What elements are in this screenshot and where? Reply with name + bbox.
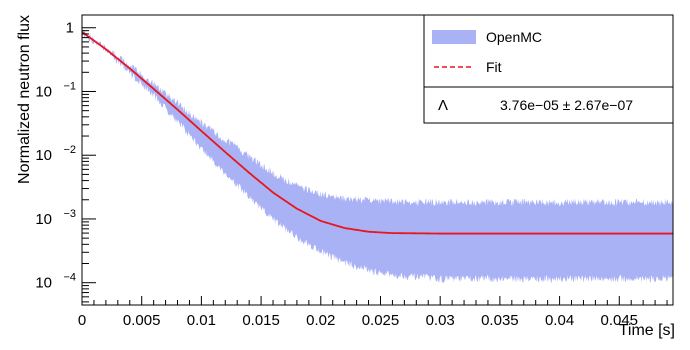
legend-fit-label: Fit [486,59,502,75]
x-tick-label: 0 [78,312,86,329]
x-tick-label: 0.03 [426,312,455,329]
data-layer [81,27,673,283]
y-axis-label: Normalized neutron flux [16,15,33,184]
legend: OpenMC Fit Λ 3.76e−05 ± 2.67e−07 [423,14,674,124]
y-tick-label: 10 [35,211,52,228]
legend-openmc-swatch [432,30,476,44]
annotation-symbol: Λ [438,97,448,114]
legend-openmc-label: OpenMC [486,29,542,45]
x-axis: 0 0.005 0.01 0.015 0.02 0.025 0.03 0.035 0.04 0.0… [78,296,668,329]
y-tick-exponent: −3 [63,208,76,220]
y-tick-label: 10 [35,147,52,164]
y-axis: 1 10 −1 10 −2 10 −3 10 −4 [35,20,96,303]
y-tick-label: 10 [35,83,52,100]
x-tick-label: 0.01 [187,312,216,329]
annotation-value: 3.76e−05 ± 2.67e−07 [500,97,633,113]
y-tick-label: 1 [66,20,74,37]
y-tick-exponent: −4 [63,272,76,284]
y-tick-exponent: −2 [63,144,76,156]
y-tick-exponent: −1 [63,80,76,92]
x-axis-label: Time [s] [619,322,675,339]
x-tick-label: 0.035 [481,312,519,329]
openmc-band [82,27,673,283]
y-tick-label: 10 [35,275,52,292]
x-tick-label: 0.04 [545,312,574,329]
x-tick-label: 0.005 [123,312,161,329]
plot-frame [81,14,674,306]
fit-line [81,31,673,235]
x-tick-label: 0.025 [362,312,400,329]
x-tick-label: 0.02 [306,312,335,329]
x-tick-label: 0.015 [242,312,280,329]
x-tick-label: 0.045 [600,312,638,329]
